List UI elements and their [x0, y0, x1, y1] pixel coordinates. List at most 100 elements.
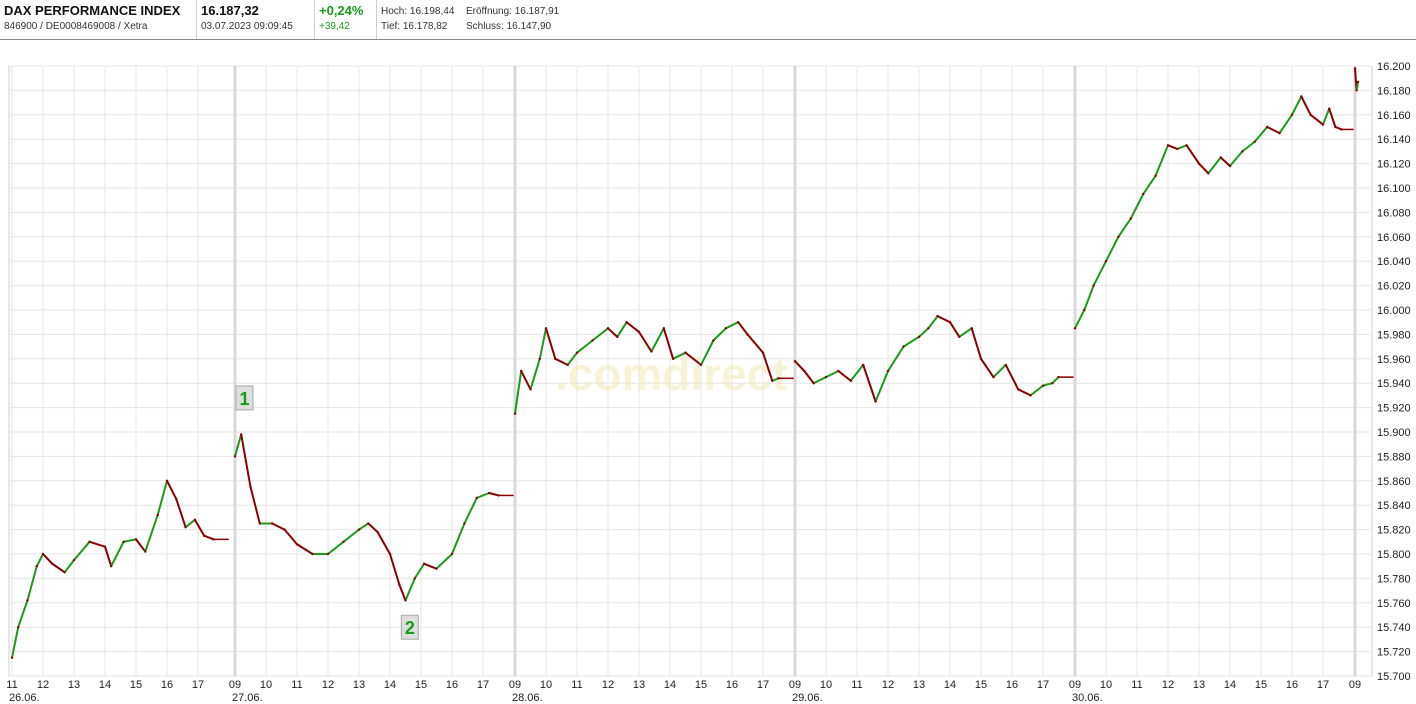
hour-tick-label: 15	[695, 679, 707, 691]
price-point	[311, 552, 314, 556]
hour-tick-label: 10	[260, 679, 272, 691]
up-segment	[1129, 193, 1145, 220]
price-point	[513, 412, 517, 415]
price-point	[917, 335, 921, 339]
down-segment	[135, 538, 147, 553]
price-point	[520, 369, 523, 373]
price-point	[488, 491, 491, 495]
price-point	[606, 327, 610, 330]
price-point	[637, 330, 641, 334]
price-point	[746, 333, 749, 336]
up-segment	[576, 339, 594, 354]
y-tick-label: 15.700	[1377, 671, 1411, 683]
down-segment	[554, 357, 569, 366]
close-stat: Schluss: 16.147,90	[466, 21, 551, 32]
price-point	[1051, 382, 1054, 385]
header-separator	[376, 0, 377, 39]
open-label: Eröffnung:	[466, 6, 512, 17]
price-point	[1309, 113, 1312, 117]
price-point	[650, 350, 653, 353]
price-point	[240, 433, 243, 436]
up-segment	[724, 321, 740, 330]
down-segment	[1266, 126, 1281, 135]
hour-tick-label: 10	[820, 679, 832, 691]
down-segment	[1309, 113, 1324, 126]
intraday-chart[interactable]: .comdirect 12 16.20016.18016.16016.14016…	[0, 40, 1416, 704]
up-segment	[342, 528, 360, 543]
price-point	[529, 388, 532, 391]
down-segment	[1167, 144, 1179, 150]
price-point	[1017, 388, 1020, 391]
price-point	[1083, 308, 1086, 312]
down-segment	[862, 363, 877, 403]
price-point	[837, 369, 840, 373]
up-segment	[874, 370, 889, 403]
last-price: 16.187,32	[201, 3, 259, 18]
down-segment	[271, 522, 286, 531]
up-segment	[122, 538, 137, 543]
hour-tick-label: 14	[99, 679, 111, 691]
up-segment	[918, 327, 930, 338]
day-series	[233, 433, 500, 602]
down-segment	[762, 351, 774, 382]
up-segment	[184, 518, 196, 529]
up-segment	[35, 553, 44, 568]
up-segment	[17, 599, 29, 629]
hour-tick-label: 11	[851, 679, 862, 691]
up-segment	[700, 339, 715, 366]
hour-tick-label: 09	[509, 679, 521, 691]
down-segment	[166, 479, 178, 501]
up-segment	[566, 351, 578, 366]
y-tick-label: 15.800	[1377, 549, 1411, 561]
up-segment	[712, 327, 727, 342]
price-point	[699, 363, 703, 367]
price-point	[1253, 140, 1257, 143]
price-point	[724, 327, 727, 330]
day-tick-label: 28.06.	[512, 692, 543, 704]
hour-tick-label: 12	[322, 679, 334, 691]
up-segment	[650, 327, 665, 353]
price-point	[10, 656, 14, 659]
price-point	[1340, 128, 1343, 131]
price-point	[175, 497, 178, 501]
x-axis: 11 12 13 14 15 16 17 26.06. 09 10 11 12 13 14 15 16 17 27…	[6, 679, 1361, 704]
up-segment	[475, 492, 491, 499]
price-point	[342, 540, 345, 543]
high-label: Hoch:	[381, 6, 408, 17]
hour-tick-label: 17	[757, 679, 769, 691]
price-point	[1092, 284, 1095, 287]
price-point	[1004, 363, 1007, 367]
price-point	[233, 455, 237, 458]
price-point	[295, 543, 299, 546]
price-point	[992, 375, 995, 379]
low-label: Tief:	[381, 21, 401, 32]
price-point	[575, 351, 579, 354]
y-tick-label: 15.720	[1377, 647, 1411, 659]
price-point	[554, 357, 557, 360]
hour-tick-label: 13	[353, 679, 365, 691]
price-point	[538, 357, 541, 360]
price-point	[422, 562, 426, 565]
down-segment	[638, 330, 653, 353]
day-series	[1353, 67, 1360, 92]
change-absolute: +39,42	[319, 21, 350, 32]
price-point	[862, 363, 865, 367]
hour-tick-label: 17	[1317, 679, 1329, 691]
price-point	[1073, 327, 1077, 330]
down-segment	[423, 562, 438, 570]
price-point	[203, 534, 206, 537]
up-segment	[514, 370, 523, 415]
price-point	[165, 479, 169, 482]
day-series	[513, 321, 780, 415]
up-segment	[591, 327, 609, 342]
open-stat: Eröffnung: 16.187,91	[466, 6, 559, 17]
header-separator	[314, 0, 315, 39]
down-segment	[1004, 363, 1020, 391]
hour-tick-label: 16	[446, 679, 458, 691]
price-series	[10, 67, 1360, 659]
price-point	[51, 562, 54, 565]
down-segment	[980, 357, 995, 379]
y-tick-label: 15.900	[1377, 427, 1411, 439]
up-segment	[1291, 95, 1303, 116]
up-segment	[1176, 144, 1188, 150]
